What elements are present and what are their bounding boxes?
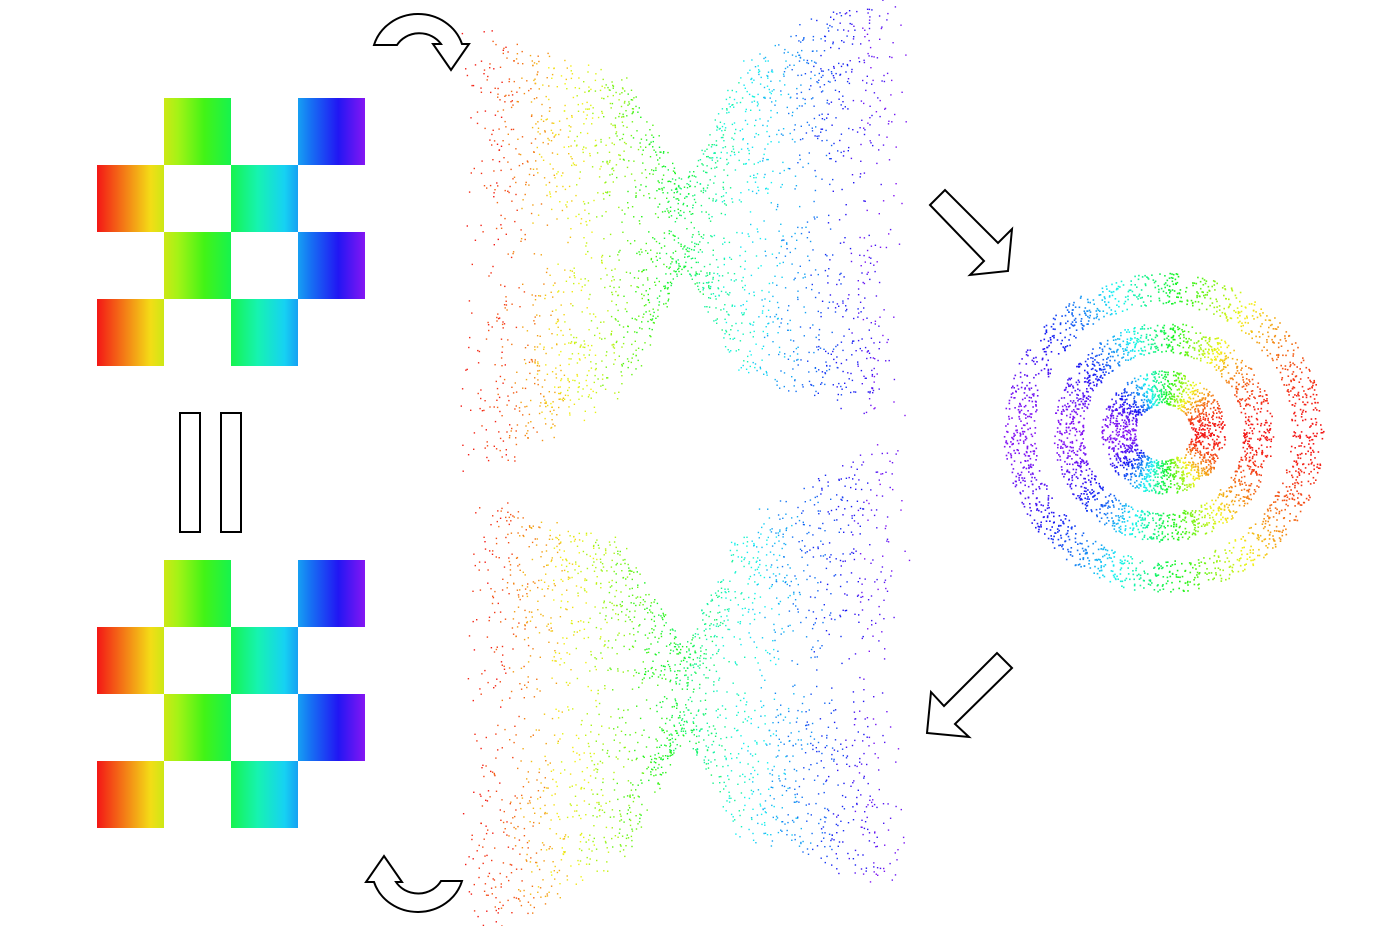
checkerboard-cell bbox=[298, 232, 365, 299]
curved-arrow-clockwise-icon bbox=[372, 13, 471, 72]
checkerboard-cell bbox=[231, 165, 298, 232]
checkerboard-cell bbox=[97, 627, 164, 694]
checkerboard-cell bbox=[97, 165, 164, 232]
scatter-reverse bbox=[462, 444, 911, 926]
checkerboard-cell bbox=[231, 761, 298, 828]
equals-sign-icon bbox=[179, 412, 242, 533]
checkerboard-cell bbox=[164, 694, 231, 761]
scatter-forward bbox=[460, 0, 907, 472]
checkerboard-cell bbox=[97, 299, 164, 366]
arrow-down-right-icon bbox=[928, 188, 1014, 277]
checkerboard-cell bbox=[97, 761, 164, 828]
arrow-down-left-icon bbox=[925, 651, 1014, 739]
checkerboard-cell bbox=[231, 299, 298, 366]
checkerboard-cell bbox=[231, 627, 298, 694]
checkerboard-original bbox=[97, 98, 365, 366]
checkerboard-cell bbox=[298, 560, 365, 627]
checkerboard-cell bbox=[298, 98, 365, 165]
curved-arrow-icon bbox=[364, 854, 464, 913]
checkerboard-cell bbox=[164, 232, 231, 299]
rings-latent bbox=[1003, 272, 1325, 593]
checkerboard-cell bbox=[298, 694, 365, 761]
checkerboard-cell bbox=[164, 560, 231, 627]
checkerboard-reconstructed bbox=[97, 560, 365, 828]
checkerboard-cell bbox=[164, 98, 231, 165]
